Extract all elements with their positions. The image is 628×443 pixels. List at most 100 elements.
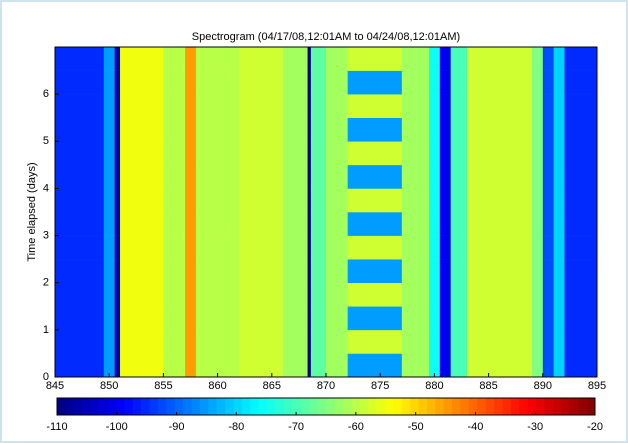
heat-cell (120, 212, 164, 236)
colorbar-segment (115, 398, 125, 415)
heat-cell (163, 212, 186, 236)
heat-cell (347, 282, 403, 307)
colorbar-segment (82, 398, 92, 415)
heat-cell (310, 353, 327, 378)
heat-cell (326, 282, 348, 307)
colorbar-segment (208, 398, 218, 415)
colorbar-segment (90, 398, 100, 415)
heat-cell (103, 235, 115, 260)
colorbar-segment (536, 398, 545, 415)
heat-cell (531, 329, 544, 354)
heat-cell (282, 212, 308, 236)
heat-cell (466, 70, 533, 95)
heat-cell (531, 117, 544, 142)
y-tick-label: 1 (43, 324, 49, 336)
heat-cell (307, 188, 312, 213)
colorbar-segment (527, 398, 537, 415)
colorbar-segment (166, 398, 176, 415)
colorbar-tick-label: -110 (46, 421, 67, 433)
heat-cell (103, 212, 115, 236)
heat-cell (347, 117, 403, 142)
heat-cell (553, 353, 565, 378)
heat-cell (185, 117, 197, 142)
colorbar-segment (561, 398, 571, 415)
x-tick-label: 870 (317, 380, 335, 392)
heat-cell (439, 70, 451, 95)
heat-cell (195, 212, 240, 236)
heat-cell (185, 164, 197, 189)
heat-cell (564, 282, 598, 307)
heat-cell (310, 70, 327, 95)
heat-cell (310, 188, 327, 213)
heat-cell (55, 188, 105, 213)
heat-cell (542, 141, 554, 166)
colorbar-segment (191, 398, 201, 415)
heat-cell (401, 117, 430, 142)
heat-cell (428, 282, 441, 307)
colorbar-segment (435, 398, 445, 415)
heat-cell (103, 117, 115, 142)
colorbar-segment (124, 398, 134, 415)
heat-cell (239, 94, 283, 119)
heat-cell (428, 70, 441, 95)
heat-cell (310, 164, 327, 189)
heat-cell (439, 306, 451, 331)
colorbar-segment (468, 398, 478, 415)
heat-cell (564, 212, 598, 236)
heat-cell (185, 47, 197, 71)
heat-cell (439, 259, 451, 284)
heat-cell (282, 282, 308, 307)
heat-cell (326, 70, 348, 95)
heat-cell (103, 47, 115, 71)
colorbar-segment (426, 398, 436, 415)
colorbar-tick-label: -100 (106, 421, 128, 433)
heat-cell (326, 117, 348, 142)
heat-cell (347, 212, 403, 236)
heat-cell (114, 141, 121, 166)
heat-cell (307, 259, 312, 284)
heat-cell (103, 306, 115, 331)
heat-cell (553, 329, 565, 354)
heat-cell (553, 306, 565, 331)
heat-cell (163, 94, 186, 119)
heat-cell (195, 235, 240, 260)
colorbar-tick-label: -30 (527, 421, 543, 433)
heat-cell (326, 164, 348, 189)
heat-cell (401, 70, 430, 95)
heat-cell (466, 235, 533, 260)
heat-cell (542, 188, 554, 213)
x-tick-label: 865 (263, 380, 281, 392)
heat-cell (185, 212, 197, 236)
heat-cell (450, 164, 468, 189)
heat-cell (195, 94, 240, 119)
heat-cell (310, 235, 327, 260)
heat-cell (55, 141, 105, 166)
heat-cell (310, 329, 327, 354)
colorbar-tick-label: -40 (467, 421, 483, 433)
heat-cell (466, 117, 533, 142)
x-tick-label: 895 (588, 380, 606, 392)
colorbar-segment (519, 398, 529, 415)
heat-cell (163, 141, 186, 166)
heat-cell (307, 47, 312, 71)
heat-cell (282, 235, 308, 260)
heat-cell (466, 259, 533, 284)
heat-cell (564, 141, 598, 166)
heat-cell (307, 164, 312, 189)
colorbar-segment (149, 398, 159, 415)
heat-cell (439, 188, 451, 213)
colorbar-segment (502, 398, 512, 415)
heat-cell (163, 259, 186, 284)
heat-cell (282, 141, 308, 166)
heat-cell (307, 306, 312, 331)
heat-cell (310, 259, 327, 284)
heat-cell (531, 235, 544, 260)
colorbar-segment (384, 398, 394, 415)
heat-cell (466, 94, 533, 119)
heat-cell (564, 70, 598, 95)
colorbar-segment (578, 398, 587, 415)
heat-cell (120, 235, 164, 260)
heat-cell (439, 329, 451, 354)
heat-cell (120, 164, 164, 189)
heat-cell (466, 212, 533, 236)
